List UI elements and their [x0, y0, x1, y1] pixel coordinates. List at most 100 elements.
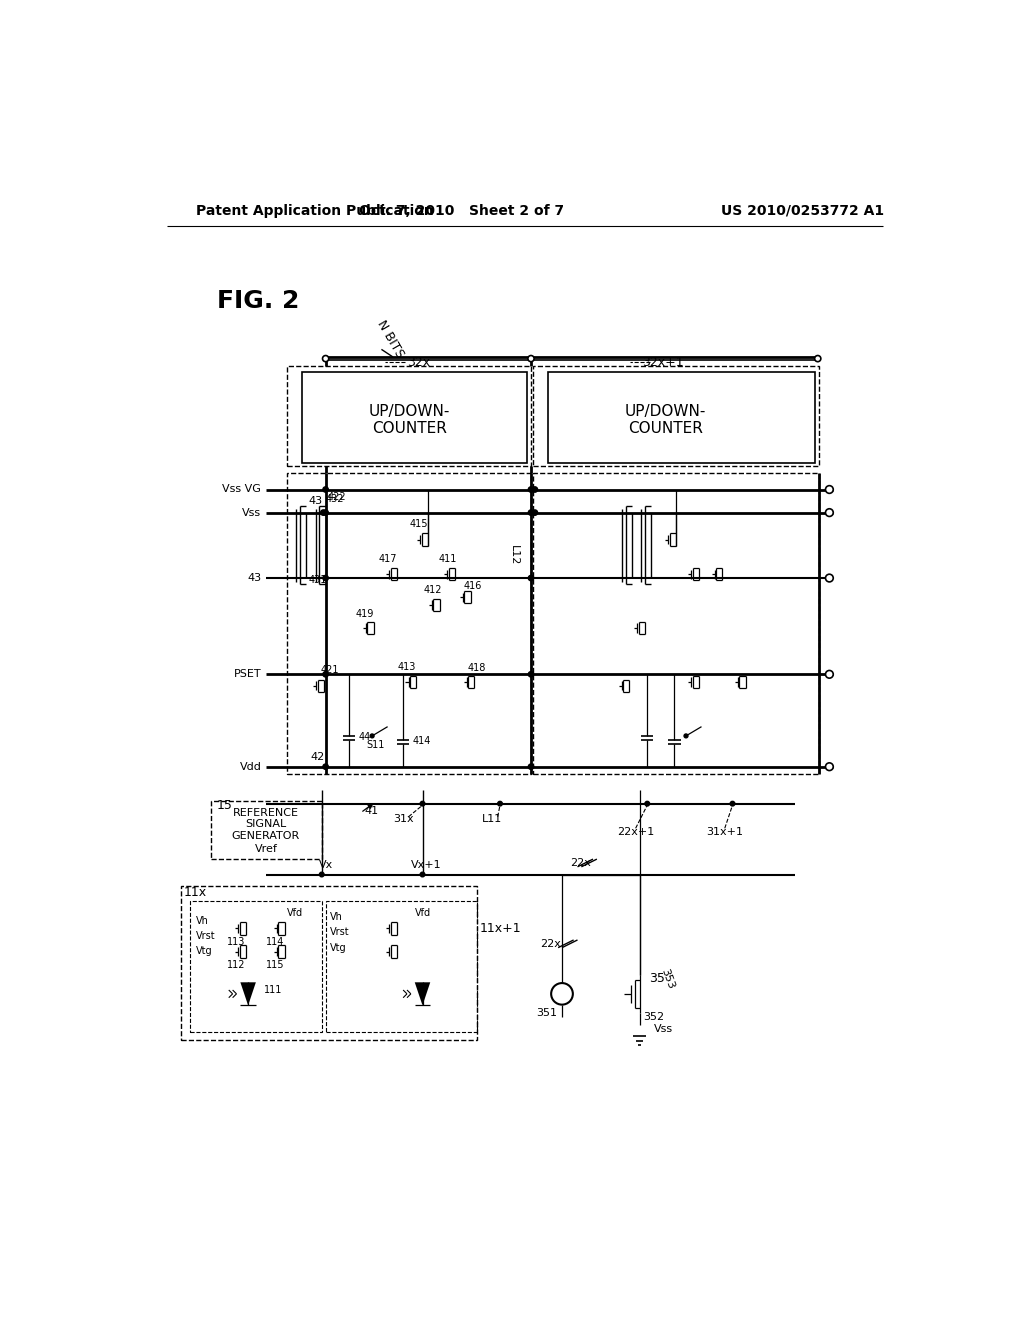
Text: Vfd: Vfd: [415, 908, 430, 917]
Text: 41: 41: [365, 807, 379, 816]
Circle shape: [528, 764, 534, 770]
Text: 113: 113: [227, 937, 246, 948]
Bar: [326, 902, 477, 1032]
Text: Vx+1: Vx+1: [411, 861, 441, 870]
Bar: [211, 801, 322, 859]
Circle shape: [825, 486, 834, 494]
Circle shape: [684, 734, 688, 738]
Text: 421: 421: [321, 665, 339, 676]
Text: 43: 43: [247, 573, 261, 583]
Bar: [287, 473, 531, 775]
Circle shape: [528, 576, 534, 581]
Text: 42: 42: [310, 752, 325, 763]
Text: Vdd: Vdd: [240, 762, 261, 772]
Bar: [180, 886, 477, 1040]
Text: L12: L12: [509, 545, 519, 565]
Text: Vss VG: Vss VG: [222, 484, 261, 495]
Circle shape: [532, 487, 538, 492]
Circle shape: [323, 510, 329, 515]
Text: UP/DOWN-
COUNTER: UP/DOWN- COUNTER: [625, 404, 706, 437]
Text: Vtg: Vtg: [197, 946, 213, 957]
Text: Vtg: Vtg: [330, 942, 346, 953]
Text: 412: 412: [423, 585, 441, 594]
Text: 418: 418: [467, 663, 485, 673]
Circle shape: [528, 487, 534, 492]
Bar: [548, 372, 815, 462]
Text: PSET: PSET: [233, 669, 261, 680]
Text: Vrst: Vrst: [330, 927, 349, 937]
Circle shape: [323, 672, 329, 677]
Text: 432: 432: [326, 494, 344, 504]
Text: Vref: Vref: [255, 843, 278, 854]
Text: 43: 43: [308, 496, 323, 506]
Circle shape: [528, 355, 535, 362]
Circle shape: [420, 873, 425, 876]
Text: UP/DOWN-
COUNTER: UP/DOWN- COUNTER: [369, 404, 450, 437]
Text: 11x+1: 11x+1: [479, 921, 521, 935]
Circle shape: [321, 510, 326, 515]
Text: Vfd: Vfd: [287, 908, 303, 917]
Circle shape: [730, 801, 735, 807]
Polygon shape: [241, 982, 256, 1006]
Text: Oct. 7, 2010   Sheet 2 of 7: Oct. 7, 2010 Sheet 2 of 7: [358, 203, 564, 218]
Text: 431: 431: [308, 574, 327, 585]
Circle shape: [323, 764, 329, 770]
Bar: [190, 902, 322, 1032]
Text: 31x: 31x: [393, 814, 414, 824]
Text: 112: 112: [227, 961, 246, 970]
Text: 32x+1: 32x+1: [642, 356, 684, 370]
Text: 15: 15: [217, 799, 233, 812]
Text: 22x: 22x: [540, 939, 561, 949]
Text: 44: 44: [358, 733, 371, 742]
Text: 31x+1: 31x+1: [707, 828, 743, 837]
Text: 115: 115: [266, 961, 285, 970]
Circle shape: [319, 873, 324, 876]
Circle shape: [825, 508, 834, 516]
Text: N BITS: N BITS: [375, 318, 407, 360]
Text: 352: 352: [643, 1012, 665, 1022]
Text: 11x: 11x: [183, 886, 207, 899]
Text: 351: 351: [536, 1008, 557, 1018]
Text: L11: L11: [482, 814, 503, 824]
Polygon shape: [415, 982, 430, 1006]
Circle shape: [498, 801, 503, 807]
Text: 413: 413: [397, 661, 416, 672]
Circle shape: [371, 734, 374, 738]
Text: 353: 353: [658, 966, 676, 990]
Circle shape: [528, 672, 534, 677]
Circle shape: [528, 510, 534, 515]
Text: 22x+1: 22x+1: [617, 828, 654, 837]
Circle shape: [323, 355, 329, 362]
Bar: [287, 367, 531, 466]
Text: 411: 411: [439, 554, 458, 564]
Text: Vss: Vss: [242, 508, 261, 517]
Bar: [302, 372, 527, 462]
Text: US 2010/0253772 A1: US 2010/0253772 A1: [721, 203, 884, 218]
Text: 422: 422: [328, 492, 346, 502]
Circle shape: [825, 763, 834, 771]
Bar: [532, 367, 819, 466]
Text: 416: 416: [464, 581, 482, 591]
Text: 35: 35: [649, 972, 665, 985]
Text: 22x: 22x: [569, 858, 591, 869]
Text: Vss: Vss: [653, 1023, 673, 1034]
Text: 32x: 32x: [408, 356, 430, 370]
Circle shape: [815, 355, 821, 362]
Circle shape: [825, 574, 834, 582]
Text: 114: 114: [266, 937, 285, 948]
Circle shape: [420, 801, 425, 807]
Text: 415: 415: [410, 519, 428, 529]
Text: Vh: Vh: [330, 912, 342, 921]
Bar: [532, 473, 819, 775]
Circle shape: [825, 671, 834, 678]
Text: Vrst: Vrst: [197, 931, 216, 941]
Text: FIG. 2: FIG. 2: [217, 289, 299, 313]
Text: S11: S11: [367, 741, 385, 750]
Circle shape: [323, 576, 329, 581]
Text: Vx: Vx: [318, 861, 333, 870]
Circle shape: [645, 801, 649, 807]
Circle shape: [532, 510, 538, 515]
Circle shape: [551, 983, 572, 1005]
Text: Patent Application Publication: Patent Application Publication: [197, 203, 434, 218]
Text: 111: 111: [263, 985, 282, 995]
